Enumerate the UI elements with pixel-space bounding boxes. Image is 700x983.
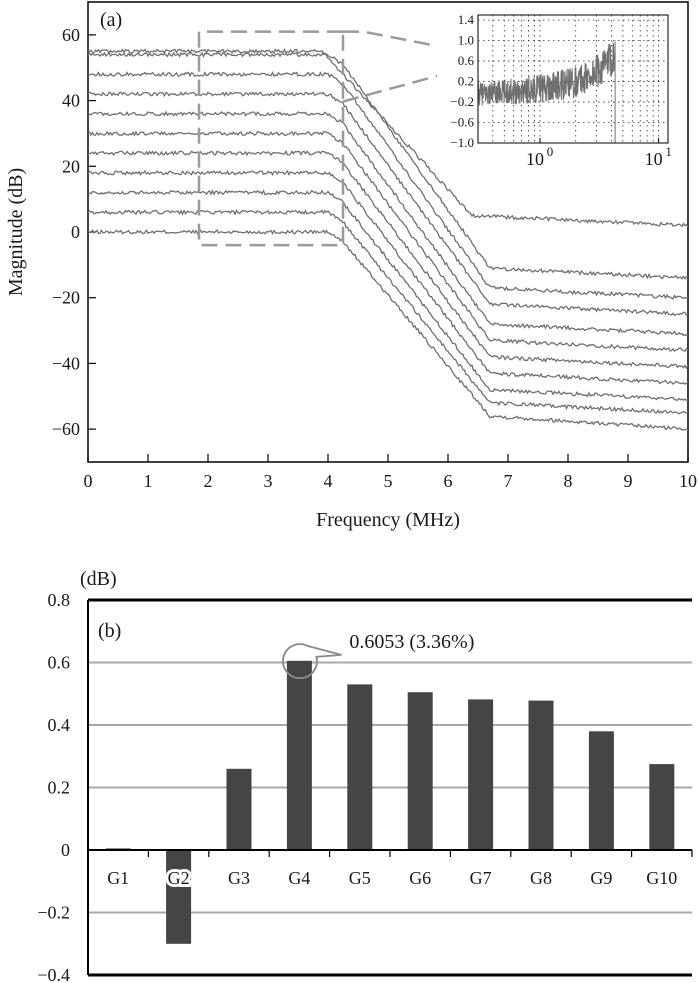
category-label: G5 — [349, 868, 371, 888]
panel-a-x-axis-label: Frequency (MHz) — [316, 509, 460, 531]
bar-g2 — [166, 850, 192, 944]
annotation-bubble — [282, 643, 342, 680]
panel-b-y-ticks: −0.4 −0.2 0 0.2 0.4 0.6 0.8 — [37, 590, 70, 983]
inset-y-tick-label: −1.0 — [450, 135, 474, 150]
x-tick-label: 8 — [564, 471, 573, 491]
category-label: G4 — [288, 868, 310, 888]
bar-g7 — [468, 699, 494, 850]
category-label: G8 — [530, 868, 552, 888]
y-tick-label: 0 — [61, 840, 70, 860]
category-label: G6 — [409, 868, 431, 888]
annotation-text: 0.6053 (3.36%) — [349, 631, 474, 653]
bar-g5 — [347, 684, 373, 850]
y-tick-label: 0.2 — [48, 778, 71, 798]
panel-a-y-ticks: −60 −40 −20 0 20 40 60 — [52, 25, 96, 439]
x-tick-label: 7 — [504, 471, 513, 491]
annotation-callout: 0.6053 (3.36%) — [282, 631, 474, 680]
category-label: G2 — [168, 868, 190, 888]
category-label: G7 — [470, 868, 492, 888]
panel-a-x-ticks: 0 1 2 3 4 5 6 7 8 9 10 — [84, 454, 697, 491]
x-tick-label: 9 — [624, 471, 633, 491]
bar-g4 — [286, 660, 312, 850]
bar-g9 — [588, 731, 614, 851]
bar-g10 — [649, 764, 675, 850]
series-line — [87, 189, 689, 402]
series-line — [88, 130, 689, 353]
y-tick-label: 0 — [71, 222, 80, 242]
x-tick-label: 0 — [84, 471, 93, 491]
y-tick-label: 40 — [62, 91, 80, 111]
x-tick-label: 2 — [204, 471, 213, 491]
inset-y-tick-label: 0.6 — [458, 53, 475, 68]
x-tick-label: 4 — [324, 471, 333, 491]
y-tick-label: 20 — [62, 156, 80, 176]
inset-y-tick-label: 1.0 — [458, 33, 474, 48]
y-tick-label: −60 — [52, 419, 80, 439]
series-line — [87, 149, 689, 370]
panel-b-category-labels: G1 G2 G3 G4 G5 G6 G7 G8 G9 G10 — [104, 850, 693, 891]
series-line — [87, 48, 689, 228]
panel-b-bars — [105, 660, 675, 944]
panel-b-unit-label: (dB) — [80, 568, 117, 590]
x-tick-label: 10 — [679, 471, 697, 491]
inset-x-ticks: 10 0 10 1 — [526, 138, 672, 169]
bar-g6 — [407, 692, 433, 850]
bar-g8 — [528, 700, 554, 850]
category-label: G9 — [590, 868, 612, 888]
y-tick-label: −0.2 — [37, 903, 70, 923]
inset-y-ticks: 1.4 1.0 0.6 0.2 −0.2 −0.6 −1.0 — [450, 12, 474, 150]
y-tick-label: 0.6 — [48, 653, 71, 673]
series-line — [87, 228, 689, 431]
inset-frame — [477, 14, 669, 144]
panel-a-label: (a) — [100, 9, 122, 31]
inset-y-tick-label: −0.2 — [450, 94, 474, 109]
x-tick-label: 5 — [384, 471, 393, 491]
inset-plot: 1.41.00.60.2−0.2−0.6−1.0 10 0 10 1 — [450, 12, 671, 169]
x-tick-label: 6 — [444, 471, 453, 491]
bar-g3 — [226, 768, 252, 851]
zoom-box — [197, 30, 438, 247]
y-tick-label: −40 — [52, 353, 80, 373]
inset-y-tick-label: −0.6 — [450, 115, 474, 130]
y-tick-label: −0.4 — [37, 965, 70, 983]
category-label: G3 — [228, 868, 250, 888]
inset-x-tick-exponent: 0 — [547, 144, 554, 159]
y-tick-label: −20 — [52, 288, 80, 308]
inset-x-tick-label: 10 — [526, 149, 544, 169]
inset-x-tick-exponent: 1 — [665, 144, 672, 159]
x-tick-label: 3 — [264, 471, 273, 491]
inset-y-tick-label: 1.4 — [458, 12, 475, 27]
category-label: G1 — [107, 868, 129, 888]
panel-b: −0.4 −0.2 0 0.2 0.4 0.6 0.8 G1 G2 G3 G4 G5 G6 G7 G8 G9… — [37, 568, 693, 983]
series-line — [87, 91, 689, 317]
series-line — [87, 110, 689, 337]
y-tick-label: 0.4 — [48, 715, 71, 735]
inset-series — [477, 40, 616, 143]
inset-y-tick-label: 0.2 — [458, 74, 474, 89]
series-line — [87, 70, 689, 300]
panel-b-label: (b) — [98, 620, 121, 642]
series-line — [87, 209, 689, 415]
panel-a-series — [87, 48, 689, 431]
inset-background — [478, 15, 668, 143]
category-label: G10 — [646, 868, 677, 888]
series-line — [87, 51, 689, 281]
y-tick-label: 0.8 — [48, 590, 71, 610]
series-line — [87, 169, 689, 385]
x-tick-label: 1 — [144, 471, 153, 491]
panel-a-y-axis-label: Magnitude (dB) — [5, 168, 27, 296]
y-tick-label: 60 — [62, 25, 80, 45]
inset-x-tick-label: 10 — [645, 149, 663, 169]
inset-grid — [477, 15, 668, 144]
